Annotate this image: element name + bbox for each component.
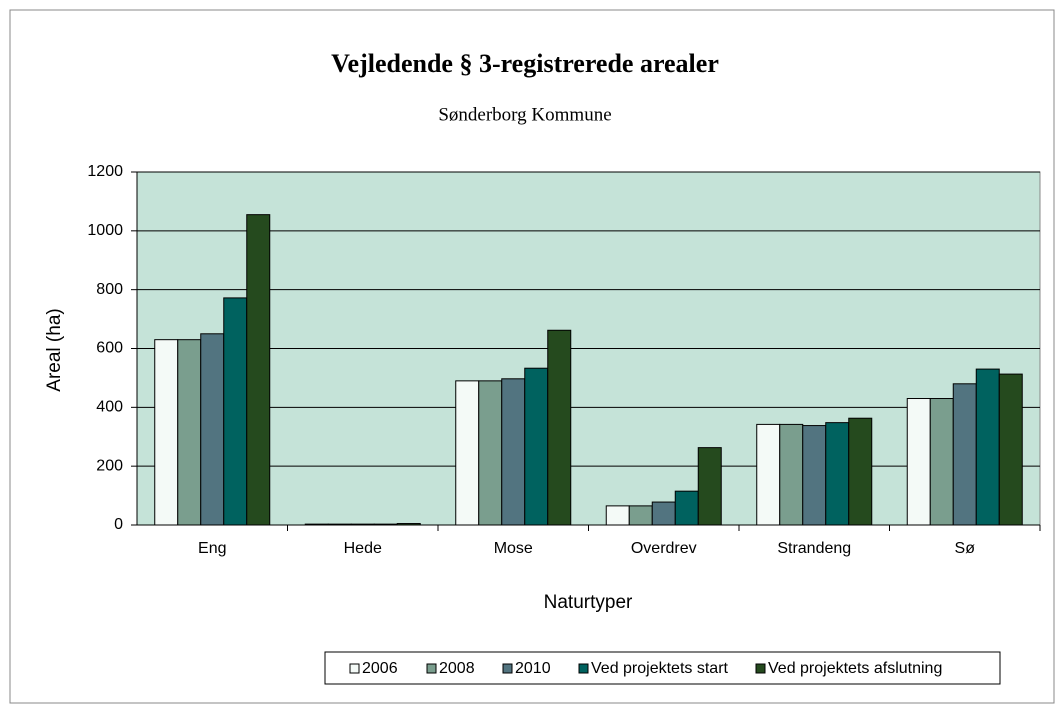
y-tick-label: 600 bbox=[96, 340, 123, 357]
bar bbox=[524, 367, 549, 526]
chart-subtitle: Sønderborg Kommune bbox=[438, 104, 611, 125]
bar bbox=[605, 505, 630, 526]
legend-label: Ved projektets afslutning bbox=[768, 660, 942, 677]
legend-label: 2008 bbox=[439, 660, 475, 677]
bar bbox=[200, 333, 225, 526]
legend-marker bbox=[502, 663, 513, 674]
legend-label: Ved projektets start bbox=[591, 660, 729, 677]
bar bbox=[929, 398, 954, 526]
x-axis-label: Naturtyper bbox=[544, 592, 633, 613]
bar bbox=[478, 380, 503, 526]
y-tick-label: 0 bbox=[114, 516, 123, 533]
bar bbox=[501, 378, 526, 526]
bar bbox=[848, 417, 873, 526]
x-tick-label: Overdrev bbox=[631, 540, 697, 557]
bar bbox=[154, 339, 179, 526]
bar bbox=[975, 368, 1000, 526]
x-tick-label: Eng bbox=[198, 540, 226, 557]
bar bbox=[223, 297, 248, 526]
bar bbox=[998, 373, 1023, 526]
y-tick-label: 800 bbox=[96, 281, 123, 298]
bar bbox=[674, 490, 699, 526]
y-axis-label: Areal (ha) bbox=[44, 308, 65, 391]
legend-marker bbox=[426, 663, 437, 674]
bar bbox=[246, 214, 271, 526]
bar bbox=[455, 380, 480, 526]
x-tick-label: Mose bbox=[494, 540, 533, 557]
legend-marker bbox=[578, 663, 589, 674]
bar bbox=[547, 329, 572, 526]
legend-label: 2010 bbox=[515, 660, 551, 677]
y-tick-label: 400 bbox=[96, 399, 123, 416]
chart-title: Vejledende § 3-registrerede arealer bbox=[331, 49, 719, 78]
bar bbox=[802, 425, 827, 526]
y-tick-label: 1200 bbox=[87, 163, 123, 180]
bar bbox=[952, 383, 977, 526]
x-tick-label: Hede bbox=[344, 540, 382, 557]
x-tick-label: Sø bbox=[955, 540, 976, 557]
bar bbox=[697, 447, 722, 526]
y-tick-label: 200 bbox=[96, 457, 123, 474]
legend bbox=[324, 651, 1001, 685]
legend-marker bbox=[349, 663, 360, 674]
legend-marker bbox=[755, 663, 766, 674]
bar bbox=[825, 422, 850, 526]
bar bbox=[756, 423, 781, 526]
bar bbox=[906, 398, 931, 526]
bar bbox=[779, 423, 804, 526]
x-tick-label: Strandeng bbox=[777, 540, 851, 557]
legend-label: 2006 bbox=[362, 660, 398, 677]
bar bbox=[177, 339, 202, 526]
bar bbox=[628, 505, 653, 526]
y-tick-label: 1000 bbox=[87, 222, 123, 239]
bar bbox=[651, 501, 676, 526]
